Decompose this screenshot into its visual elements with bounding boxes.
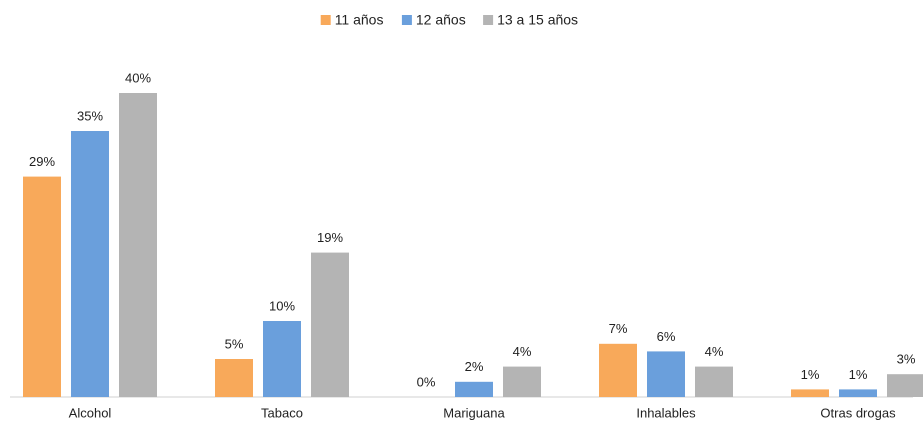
bar — [23, 176, 61, 397]
bar — [263, 321, 301, 397]
value-label: 3% — [897, 352, 916, 367]
value-label: 10% — [269, 298, 295, 313]
bar — [119, 93, 157, 397]
bar — [311, 252, 349, 397]
value-label: 29% — [29, 154, 55, 169]
value-label: 40% — [125, 70, 151, 85]
bar — [599, 343, 637, 397]
legend-swatch — [401, 15, 412, 25]
x-tick-label: Tabaco — [261, 405, 303, 420]
legend-label: 13 a 15 años — [497, 12, 578, 28]
x-tick-label: Mariguana — [443, 405, 505, 420]
bar — [887, 374, 923, 397]
x-tick-label: Alcohol — [69, 405, 112, 420]
value-label: 4% — [513, 344, 532, 359]
bar — [215, 359, 253, 397]
value-label: 1% — [849, 367, 868, 382]
bar — [71, 131, 109, 397]
value-label: 5% — [225, 336, 244, 351]
x-tick-label: Inhalables — [636, 405, 696, 420]
bar — [455, 381, 493, 397]
bar — [695, 366, 733, 397]
value-label: 35% — [77, 108, 103, 123]
value-label: 0% — [417, 374, 436, 389]
bar — [503, 366, 541, 397]
legend-swatch — [320, 15, 331, 25]
value-label: 1% — [801, 367, 820, 382]
value-label: 6% — [657, 329, 676, 344]
value-label: 19% — [317, 230, 343, 245]
value-label: 2% — [465, 359, 484, 374]
legend-swatch — [483, 15, 494, 25]
value-label: 4% — [705, 344, 724, 359]
bar — [839, 389, 877, 397]
x-tick-label: Otras drogas — [820, 405, 896, 420]
legend-label: 11 años — [335, 12, 384, 28]
bar — [791, 389, 829, 397]
legend-label: 12 años — [416, 12, 466, 28]
value-label: 7% — [609, 321, 628, 336]
bar — [647, 351, 685, 397]
